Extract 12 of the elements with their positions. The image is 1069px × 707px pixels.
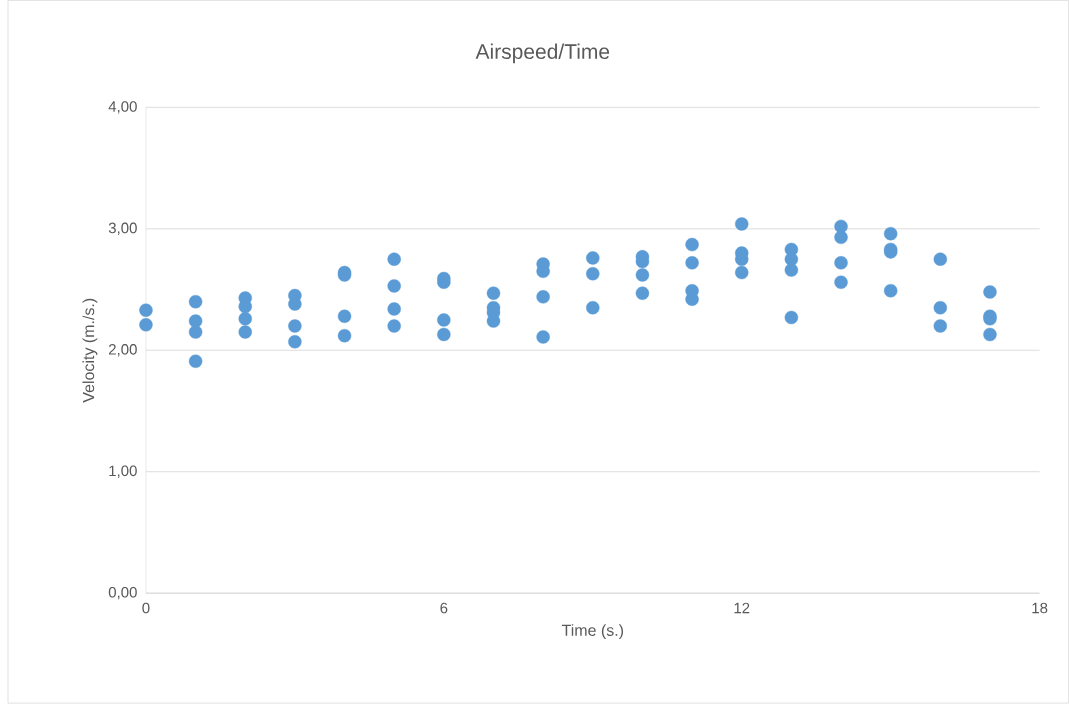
x-tick-label: 6 (440, 602, 448, 614)
x-tick-label: 12 (734, 602, 750, 614)
y-axis-title: Velocity (m./s.) (82, 298, 98, 403)
x-tick-label: 0 (142, 602, 150, 614)
y-tick-label: 2,00 (108, 344, 137, 357)
x-axis-title: Time (s.) (561, 624, 624, 640)
y-tick-label: 0,00 (108, 586, 137, 600)
y-tick-label: 4,00 (108, 101, 137, 114)
y-tick-label: 3,00 (108, 222, 137, 235)
x-tick-label: 18 (1032, 602, 1048, 614)
y-tick-label: 1,00 (109, 465, 137, 478)
chart-title: Airspeed/Time (475, 43, 610, 64)
